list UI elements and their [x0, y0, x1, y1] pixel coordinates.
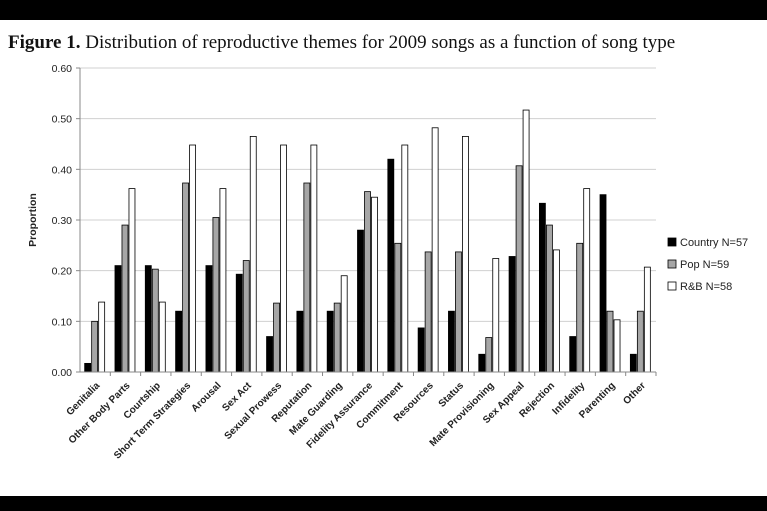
y-tick-label: 0.30: [52, 215, 73, 227]
x-tick-label: Mate Guarding: [288, 380, 345, 437]
bar-country-arousal: [205, 265, 213, 373]
bar-rb-courtship: [158, 301, 166, 373]
legend-swatch: [667, 259, 677, 269]
bar-pop-sex-act: [242, 260, 250, 373]
bar-country-infidelity: [569, 336, 577, 373]
bar-country-mate-provisioning: [478, 353, 486, 373]
bar-pop-courtship: [151, 268, 159, 373]
legend-label: Country N=57: [680, 237, 748, 249]
bar-pop-mate-provisioning: [485, 337, 493, 373]
y-tick-labels: 0.00 0.10 0.20 0.30 0.40 0.50 0.60: [52, 63, 73, 379]
legend-label: R&B N=58: [680, 281, 732, 293]
bar-country-commitment: [387, 158, 395, 373]
bars: [84, 109, 651, 373]
bar-rb-sex-act: [249, 136, 257, 373]
bar-country-mate-guarding: [326, 310, 334, 373]
bar-pop-sex-appeal: [515, 165, 523, 373]
bar-rb-fidelity-assurance: [371, 196, 378, 373]
bar-country-rejection: [538, 202, 546, 373]
figure-label: Figure 1.: [8, 32, 81, 53]
y-axis-title: Proportion: [27, 193, 39, 247]
x-tick-label: Status: [437, 380, 467, 410]
bar-rb-arousal: [219, 188, 227, 373]
bar-country-courtship: [144, 265, 152, 373]
figure-caption: Distribution of reproductive themes for …: [85, 32, 676, 53]
legend-swatch: [667, 281, 677, 291]
legend: Country N=57 Pop N=59 R&B N=58: [667, 237, 748, 293]
bar-rb-short-term-strategies: [189, 144, 197, 373]
bar-country-genitalia: [84, 362, 92, 373]
bar-rb-status: [462, 136, 469, 373]
bar-pop-fidelity-assurance: [364, 191, 371, 373]
bar-country-status: [448, 310, 455, 373]
bar-rb-sex-appeal: [522, 109, 530, 373]
bar-rb-resources: [431, 127, 439, 373]
bar-rb-other-body-parts: [128, 188, 136, 373]
y-tick-label: 0.40: [52, 164, 73, 176]
bar-country-short-term-strategies: [175, 310, 183, 373]
bar-country-reputation: [296, 310, 304, 373]
bar-pop-mate-guarding: [333, 302, 341, 373]
bar-pop-infidelity: [576, 242, 584, 373]
bar-pop-status: [455, 251, 462, 373]
bar-country-parenting: [599, 194, 607, 373]
bar-country-other: [629, 353, 637, 373]
bar-pop-other: [636, 310, 644, 373]
bar-pop-genitalia: [91, 320, 99, 373]
x-tick-label: Other: [621, 380, 648, 407]
y-tick-label: 0.10: [52, 316, 73, 328]
bar-pop-arousal: [212, 217, 220, 373]
bar-pop-commitment: [394, 242, 402, 373]
figure-panel: Figure 1. Distribution of reproductive t…: [0, 20, 767, 496]
legend-label: Pop N=59: [680, 259, 729, 271]
bar-pop-short-term-strategies: [182, 182, 190, 373]
bar-pop-parenting: [606, 310, 614, 373]
bar-rb-mate-provisioning: [492, 258, 500, 373]
legend-swatch: [667, 237, 677, 247]
bar-pop-rejection: [545, 224, 553, 373]
y-tick-label: 0.50: [52, 114, 73, 126]
bar-country-resources: [417, 327, 425, 373]
bar-rb-reputation: [310, 144, 318, 373]
bar-rb-genitalia: [98, 301, 106, 373]
axes: [79, 68, 657, 376]
bar-rb-commitment: [401, 144, 409, 373]
x-tick-label: Arousal: [189, 380, 223, 414]
bar-rb-infidelity: [583, 188, 591, 373]
y-tick-label: 0.20: [52, 266, 73, 278]
bar-country-fidelity-assurance: [357, 229, 364, 373]
bar-pop-reputation: [303, 182, 311, 373]
bar-country-sexual-prowess: [266, 336, 273, 373]
bar-pop-resources: [424, 251, 432, 373]
bar-rb-rejection: [552, 249, 560, 373]
bar-chart: 0.00 0.10 0.20 0.30 0.40 0.50 0.60 GenitaliaOt…: [27, 63, 748, 462]
y-tick-label: 0.60: [52, 63, 73, 75]
bar-pop-sexual-prowess: [273, 302, 280, 373]
bar-pop-other-body-parts: [121, 224, 129, 373]
bar-rb-mate-guarding: [340, 275, 348, 373]
bar-rb-parenting: [613, 319, 621, 373]
bar-country-sex-appeal: [508, 256, 516, 373]
bar-country-other-body-parts: [114, 265, 122, 373]
figure-title: Figure 1. Distribution of reproductive t…: [8, 32, 675, 54]
bar-rb-other: [643, 266, 651, 373]
bar-rb-sexual-prowess: [280, 144, 287, 373]
y-tick-label: 0.00: [52, 367, 73, 379]
bar-country-sex-act: [235, 273, 243, 373]
